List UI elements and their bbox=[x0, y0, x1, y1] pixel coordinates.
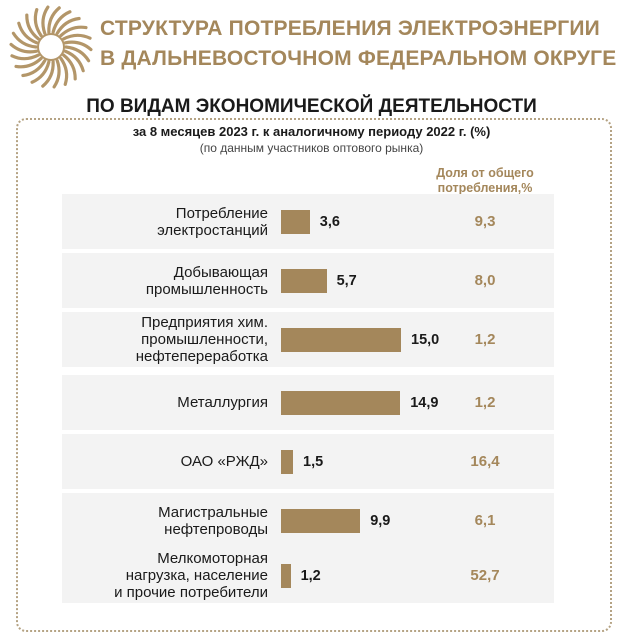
bar bbox=[281, 209, 310, 234]
bar-value-label: 1,5 bbox=[303, 453, 324, 470]
logo-ray bbox=[63, 40, 93, 52]
chart-subtitle: ПО ВИДАМ ЭКОНОМИЧЕСКОЙ ДЕЯТЕЛЬНОСТИ bbox=[0, 96, 623, 118]
bar bbox=[281, 508, 361, 533]
share-value-label: 6,1 bbox=[474, 511, 496, 529]
bar-value-label: 3,6 bbox=[319, 213, 340, 230]
category-label: Предприятия хим. промышленности, нефтепере… bbox=[135, 314, 268, 365]
share-value-label: 1,2 bbox=[474, 330, 496, 348]
bar-value-label: 1,2 bbox=[300, 567, 321, 584]
logo-ray bbox=[62, 53, 77, 81]
logo-ray bbox=[25, 13, 40, 41]
share-value-label: 8,0 bbox=[474, 271, 496, 289]
logo-ray bbox=[10, 53, 40, 61]
page-title: СТРУКТУРА ПОТРЕБЛЕНИЯ ЭЛЕКТРОЭНЕРГИИ В Д… bbox=[100, 14, 620, 74]
bar-value-label: 9,9 bbox=[370, 512, 391, 529]
logo-ray bbox=[52, 59, 61, 89]
logo-ray bbox=[55, 16, 81, 35]
category-label: Магистральные нефтепроводы bbox=[158, 503, 268, 538]
logo-ray bbox=[62, 33, 92, 41]
chart-source: (по данным участников оптового рынка) bbox=[199, 141, 424, 155]
bar bbox=[281, 449, 293, 474]
logo-ray bbox=[41, 5, 50, 35]
bar-value-label: 15,0 bbox=[411, 331, 440, 348]
share-header-line-1: Доля от общего bbox=[436, 166, 534, 180]
bar-value-label: 5,7 bbox=[336, 272, 357, 289]
share-column-header: Доля от общего потребления,% bbox=[420, 166, 550, 196]
title-line-2: В ДАЛЬНЕВОСТОЧНОМ ФЕДЕРАЛЬНОМ ОКРУГЕ bbox=[100, 47, 617, 70]
logo-ray bbox=[17, 21, 39, 45]
category-label: Потребление электростанций bbox=[157, 204, 268, 239]
logo-ray bbox=[64, 45, 91, 63]
bar-value-label: 14,9 bbox=[410, 394, 439, 411]
category-label: ОАО «РЖД» bbox=[180, 453, 268, 470]
logo-ray bbox=[47, 6, 61, 34]
share-value-label: 1,2 bbox=[474, 393, 496, 411]
logo-ray bbox=[30, 60, 51, 84]
logo-ray bbox=[51, 10, 72, 34]
category-label: Добывающая промышленность bbox=[145, 263, 268, 298]
chart-frame bbox=[16, 118, 612, 632]
chart-subtitle-text: ПО ВИДАМ ЭКОНОМИЧЕСКОЙ ДЕЯТЕЛЬНОСТИ bbox=[76, 96, 547, 118]
bar bbox=[281, 327, 401, 352]
logo-ray bbox=[59, 25, 88, 38]
logo-ray bbox=[63, 49, 85, 73]
share-value-label: 9,3 bbox=[474, 212, 496, 230]
logo-ray bbox=[11, 31, 38, 49]
logo-ray bbox=[33, 8, 43, 38]
title-line-1: СТРУКТУРА ПОТРЕБЛЕНИЯ ЭЛЕКТРОЭНЕРГИИ bbox=[100, 17, 600, 40]
sun-logo-icon bbox=[9, 5, 93, 89]
share-header-line-2: потребления,% bbox=[437, 181, 533, 195]
logo-ray bbox=[14, 56, 43, 69]
chart-row bbox=[62, 548, 554, 603]
bar bbox=[281, 268, 327, 293]
share-value-label: 16,4 bbox=[470, 452, 500, 470]
logo-ray bbox=[21, 59, 47, 78]
category-label: Мелкомоторная нагрузка, население и прочие… bbox=[114, 550, 268, 601]
logo-ray bbox=[41, 60, 55, 88]
logo-ray bbox=[9, 42, 39, 54]
bar bbox=[281, 563, 291, 588]
share-value-label: 52,7 bbox=[470, 566, 500, 584]
category-label: Металлургия bbox=[177, 394, 268, 411]
chart-period: за 8 месяцев 2023 г. к аналогичному пери… bbox=[132, 124, 491, 139]
bar bbox=[281, 390, 401, 415]
chart-row bbox=[62, 434, 554, 489]
logo-ray bbox=[59, 56, 69, 86]
